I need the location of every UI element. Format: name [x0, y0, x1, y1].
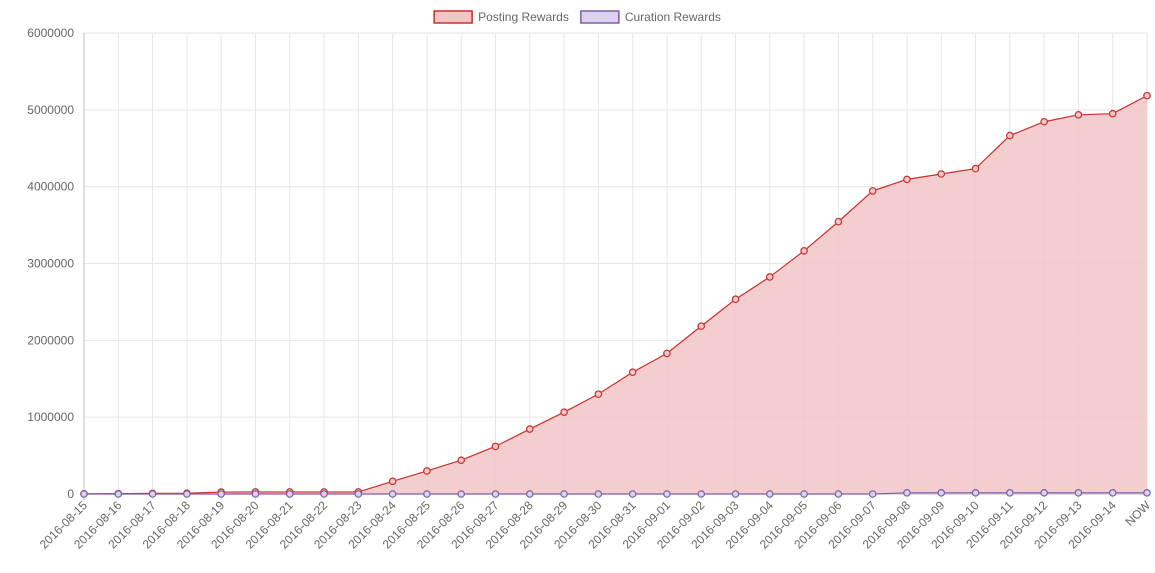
data-point[interactable]	[560, 408, 568, 416]
data-point[interactable]	[285, 490, 294, 498]
data-point[interactable]	[1074, 489, 1083, 497]
data-point[interactable]	[457, 490, 465, 498]
y-tick-label: 3000000	[27, 257, 74, 271]
series-lines	[83, 95, 1148, 495]
legend-item-1[interactable]: Curation Rewards	[580, 10, 721, 24]
data-point[interactable]	[594, 490, 603, 498]
data-point[interactable]	[834, 490, 843, 498]
data-point[interactable]	[937, 489, 946, 497]
series-area-0	[84, 95, 1147, 494]
data-point[interactable]	[320, 490, 328, 498]
x-tick-label: NOW	[1122, 498, 1153, 529]
data-point[interactable]	[903, 175, 911, 184]
data-point[interactable]	[971, 164, 980, 173]
data-point[interactable]	[1040, 489, 1048, 497]
data-point[interactable]	[628, 368, 637, 377]
y-tick-label: 1000000	[27, 410, 74, 424]
data-point[interactable]	[491, 490, 500, 498]
legend-label: Posting Rewards	[478, 10, 569, 24]
data-point[interactable]	[731, 490, 740, 498]
data-point[interactable]	[800, 247, 808, 255]
data-point[interactable]	[148, 490, 157, 498]
data-point[interactable]	[251, 490, 260, 498]
data-point[interactable]	[663, 349, 671, 358]
data-point[interactable]	[697, 490, 706, 498]
data-point[interactable]	[800, 490, 808, 498]
data-point[interactable]	[114, 490, 123, 498]
data-point[interactable]	[594, 390, 603, 398]
data-point[interactable]	[868, 490, 877, 498]
data-point[interactable]	[525, 425, 534, 433]
data-point[interactable]	[628, 490, 637, 498]
data-point[interactable]	[183, 490, 191, 498]
data-point[interactable]	[663, 490, 671, 498]
data-point[interactable]	[423, 490, 431, 498]
data-point[interactable]	[971, 489, 980, 497]
data-point[interactable]	[1040, 117, 1048, 126]
legend-item-0[interactable]: Posting Rewards	[433, 10, 569, 24]
y-tick-label: 2000000	[27, 333, 74, 347]
data-point[interactable]	[80, 490, 88, 498]
data-point[interactable]	[937, 170, 946, 178]
legend-swatch	[580, 10, 620, 24]
legend-label: Curation Rewards	[625, 10, 721, 24]
data-point[interactable]	[457, 456, 465, 464]
data-point[interactable]	[903, 489, 911, 497]
data-point[interactable]	[766, 273, 774, 281]
legend: Posting Rewards Curation Rewards	[433, 10, 721, 24]
data-point[interactable]	[1006, 131, 1014, 140]
data-point[interactable]	[731, 295, 740, 304]
data-point[interactable]	[217, 490, 225, 498]
data-point[interactable]	[388, 490, 397, 498]
data-point[interactable]	[766, 490, 774, 498]
data-point[interactable]	[525, 490, 534, 498]
data-point[interactable]	[1108, 489, 1117, 497]
data-point[interactable]	[1143, 489, 1151, 497]
data-point[interactable]	[491, 442, 500, 451]
series-line-0	[83, 95, 1148, 495]
data-point[interactable]	[1074, 111, 1083, 119]
data-point[interactable]	[423, 467, 431, 475]
data-point[interactable]	[560, 490, 568, 498]
series-points	[80, 91, 1151, 498]
legend-swatch	[433, 10, 473, 24]
y-tick-label: 6000000	[27, 26, 74, 40]
data-point[interactable]	[1006, 489, 1014, 497]
series-line-1	[84, 492, 1147, 495]
data-point[interactable]	[1108, 109, 1117, 118]
data-point[interactable]	[697, 322, 706, 330]
data-point[interactable]	[868, 187, 877, 195]
data-point[interactable]	[388, 477, 397, 486]
series-areas	[84, 95, 1147, 494]
data-point[interactable]	[1143, 91, 1151, 100]
y-tick-label: 4000000	[27, 180, 74, 194]
data-point[interactable]	[834, 217, 843, 226]
y-tick-label: 0	[67, 487, 74, 501]
y-tick-label: 5000000	[27, 103, 74, 117]
data-point[interactable]	[354, 490, 363, 498]
